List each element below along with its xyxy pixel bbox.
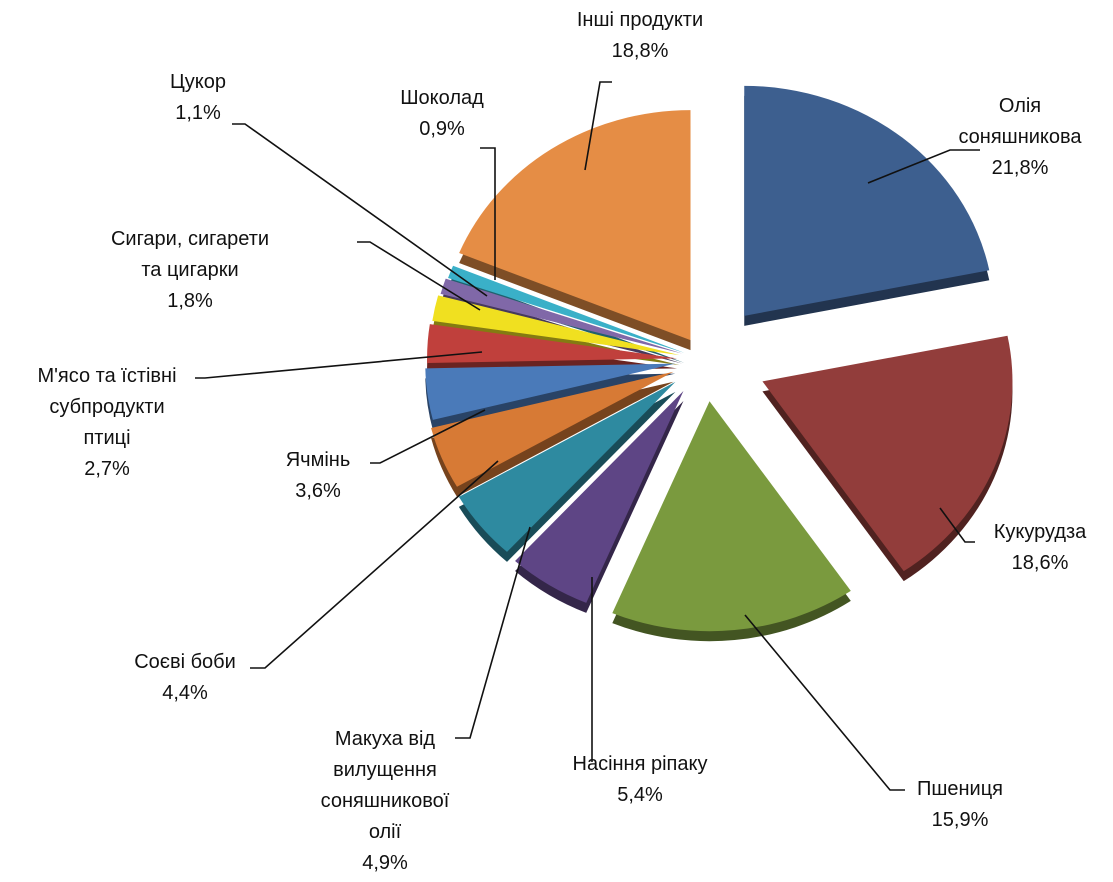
pie-slice (440, 278, 683, 354)
slice-name: птиці (83, 427, 130, 449)
slice-name: Олія (999, 95, 1041, 117)
slice-name: вилущення (333, 759, 437, 781)
slice-name: Цукор (170, 71, 226, 93)
slice-percent: 0,9% (419, 118, 465, 140)
slice-name: М'ясо та їстівні (37, 365, 176, 387)
slice-label: Олія соняшникова 21,8% (958, 95, 1082, 179)
slice-name: Макуха від (335, 728, 436, 750)
leader-line (455, 526, 531, 739)
pie-slice (515, 390, 684, 603)
leader-line (480, 147, 496, 280)
pie-slice (432, 295, 680, 356)
slice-label: Цукор 1,1% (170, 71, 226, 124)
pie-slice (425, 363, 676, 420)
slice-name: олії (369, 821, 402, 843)
slice-percent: 15,9% (932, 809, 989, 831)
slice-percent: 4,4% (162, 682, 208, 704)
slice-name: субпродукти (49, 396, 164, 418)
slice-percent: 2,7% (84, 458, 130, 480)
leader-line (357, 241, 481, 311)
slice-percent: 4,9% (362, 852, 408, 874)
slice-name: та цигарки (141, 259, 238, 281)
slice-label: Насіння ріпаку 5,4% (573, 753, 708, 806)
slice-percent: 3,6% (295, 480, 341, 502)
pie-slice (744, 85, 990, 316)
leader-line (744, 614, 905, 791)
pie-slice (762, 335, 1013, 572)
slice-name: соняшникова (958, 126, 1082, 148)
leader-line (939, 507, 975, 543)
slice-percent: 5,4% (617, 784, 663, 806)
pie-slice (459, 110, 691, 341)
pie-slice (612, 401, 851, 632)
slice-label: Макуха від вилущення соняшникової олії 4,9% (321, 728, 450, 874)
leader-line (584, 81, 612, 171)
slice-name: Шоколад (400, 87, 484, 109)
slice-percent: 1,1% (175, 102, 221, 124)
slice-percent: 21,8% (992, 157, 1049, 179)
slice-label: Пшениця 15,9% (917, 778, 1003, 831)
slice-label: Сигари, сигарети та цигарки 1,8% (111, 228, 269, 312)
slice-name: Ячмінь (286, 449, 351, 471)
slice-name: Насіння ріпаку (573, 753, 708, 775)
slice-percent: 1,8% (167, 290, 213, 312)
slice-name: Пшениця (917, 778, 1003, 800)
leader-line (250, 460, 499, 669)
pie-slice (427, 324, 678, 364)
pie-slice (448, 265, 685, 353)
leader-line (232, 123, 488, 297)
slice-label: М'ясо та їстівні субпродукти птиці 2,7% (37, 365, 176, 480)
slice-name: Кукурудза (994, 521, 1087, 543)
slice-label: Ячмінь 3,6% (286, 449, 351, 502)
slice-percent: 18,6% (1012, 552, 1069, 574)
pie-slice (458, 381, 676, 552)
leader-line (195, 351, 483, 379)
leader-line (867, 149, 980, 184)
slice-label: Кукурудза 18,6% (994, 521, 1087, 574)
slice-label: Соєві боби 4,4% (134, 651, 236, 704)
slice-label: Інші продукти 18,8% (577, 9, 703, 62)
slice-label: Шоколад 0,9% (400, 87, 484, 140)
slice-name: Інші продукти (577, 9, 703, 31)
pie-slice (431, 371, 674, 487)
slice-name: Сигари, сигарети (111, 228, 269, 250)
leader-line (370, 409, 486, 464)
slice-name: соняшникової (321, 790, 450, 812)
slice-name: Соєві боби (134, 651, 236, 673)
slice-percent: 18,8% (612, 40, 669, 62)
